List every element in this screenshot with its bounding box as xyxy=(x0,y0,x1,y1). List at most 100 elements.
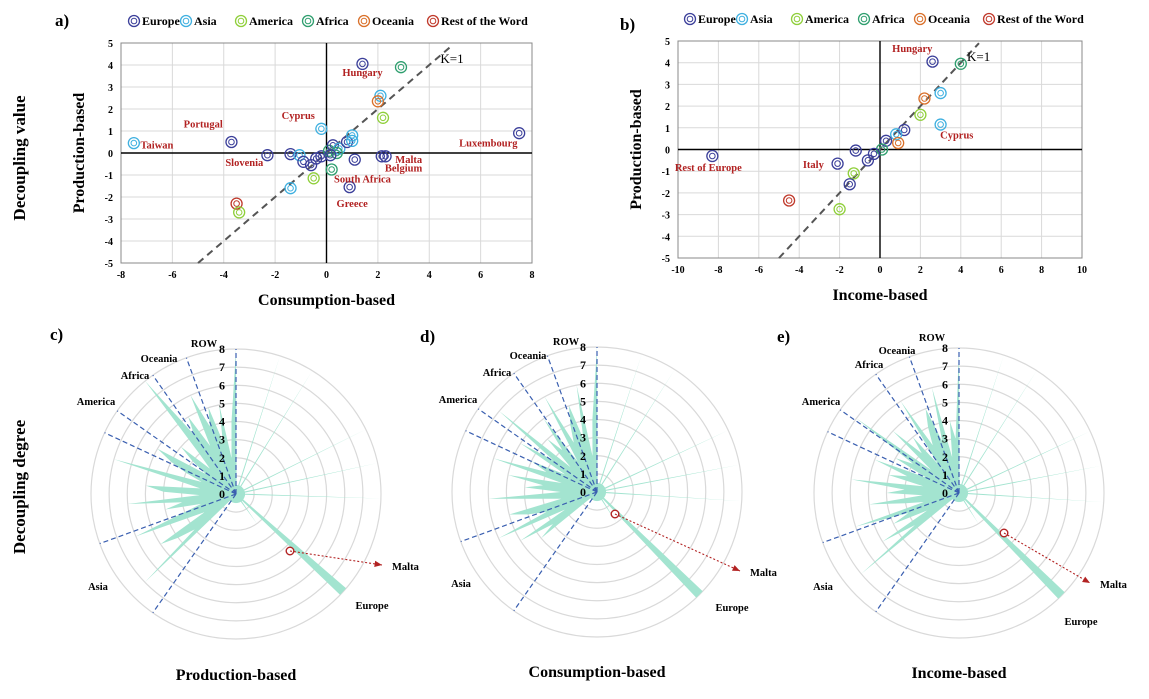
legend-label-1: Asia xyxy=(750,12,773,26)
tick-x-8: 8 xyxy=(530,270,535,281)
annotation-luxembourg: Luxembourg xyxy=(459,138,518,149)
tick-x-7: 6 xyxy=(478,270,483,281)
tick-y-2: -3 xyxy=(105,215,113,226)
data-point-9 xyxy=(262,150,273,161)
radial-tick-3: 3 xyxy=(942,432,948,446)
tick-x-7: 4 xyxy=(958,265,963,276)
radar-chart-d: 012345678ROWOceaniaAfricaAmericaAsiaEuro… xyxy=(439,337,778,681)
legend-marker-inner-4 xyxy=(917,16,923,22)
tick-y-4: -1 xyxy=(662,167,670,178)
data-point-inner-7 xyxy=(229,139,235,145)
annotation-hungary: Hungary xyxy=(892,44,933,55)
data-point-25 xyxy=(349,154,360,165)
group-label-america: America xyxy=(439,395,478,406)
data-point-inner-29 xyxy=(288,185,294,191)
data-point-inner-18 xyxy=(786,198,792,204)
radial-tick-6: 6 xyxy=(219,378,225,392)
legend-marker-inner-2 xyxy=(794,16,800,22)
data-point-inner-6 xyxy=(131,140,137,146)
data-point-inner-32 xyxy=(236,210,242,216)
x-axis-title: Income-based xyxy=(832,287,927,304)
data-point-inner-0 xyxy=(930,59,936,65)
group-label-row: ROW xyxy=(553,337,580,348)
radial-tick-7: 7 xyxy=(942,359,948,373)
legend-label-3: Africa xyxy=(872,12,905,26)
tick-y-5: 0 xyxy=(665,146,670,157)
legend-label-4: Oceania xyxy=(372,14,414,28)
legend-marker-inner-5 xyxy=(986,16,992,22)
panel-b-label: b) xyxy=(620,15,635,34)
group-label-asia: Asia xyxy=(88,582,109,593)
k1-label: K=1 xyxy=(967,49,990,64)
tick-y-3: -2 xyxy=(662,189,670,200)
legend-label-4: Oceania xyxy=(928,12,970,26)
radial-tick-1: 1 xyxy=(942,468,948,482)
legend-marker-inner-0 xyxy=(131,18,137,24)
data-point-30 xyxy=(308,173,319,184)
malta-arrow-line xyxy=(615,514,740,571)
legend-label-2: America xyxy=(249,14,293,28)
group-label-asia: Asia xyxy=(451,579,472,590)
group-label-europe: Europe xyxy=(1064,617,1097,628)
radial-tick-8: 8 xyxy=(580,340,586,354)
data-point-inner-5 xyxy=(938,122,944,128)
tick-x-3: -2 xyxy=(271,270,279,281)
legend-label-2: America xyxy=(805,12,849,26)
legend-marker-5 xyxy=(428,16,439,27)
annotation-slovenia: Slovenia xyxy=(225,158,264,169)
legend-marker-inner-1 xyxy=(183,18,189,24)
tick-y-1: -4 xyxy=(105,237,113,248)
tick-x-6: 4 xyxy=(427,270,432,281)
legend-label-3: Africa xyxy=(316,14,349,28)
radial-tick-2: 2 xyxy=(219,451,225,465)
legend-label-0: Europe xyxy=(698,12,736,26)
radial-tick-2: 2 xyxy=(942,450,948,464)
group-label-europe: Europe xyxy=(715,603,748,614)
annotation-greece: Greece xyxy=(337,199,369,210)
tick-x-0: -8 xyxy=(117,270,125,281)
data-point-inner-8 xyxy=(895,140,901,146)
data-point-7 xyxy=(226,137,237,148)
data-point-inner-10 xyxy=(288,151,294,157)
data-point-inner-0 xyxy=(360,61,366,67)
annotation-cyprus: Cyprus xyxy=(282,111,315,122)
legend-marker-2 xyxy=(236,16,247,27)
decoupling-degree-label: Decoupling degree xyxy=(10,419,29,554)
legend-marker-3 xyxy=(859,14,870,25)
malta-arrow-head xyxy=(374,561,382,567)
data-point-inner-30 xyxy=(311,176,317,182)
tick-y-0: -5 xyxy=(662,254,670,265)
tick-y-9: 4 xyxy=(665,59,670,70)
malta-label: Malta xyxy=(750,568,778,579)
group-label-africa: Africa xyxy=(855,360,884,371)
radial-tick-0: 0 xyxy=(942,486,948,500)
data-point-inner-13 xyxy=(853,148,859,154)
data-point-1 xyxy=(395,62,406,73)
group-label-africa: Africa xyxy=(483,368,512,379)
legend-label-1: Asia xyxy=(194,14,217,28)
legend-marker-inner-0 xyxy=(687,16,693,22)
radar-title: Production-based xyxy=(176,667,297,684)
legend-marker-0 xyxy=(129,16,140,27)
tick-y-6: 1 xyxy=(665,124,670,135)
data-point-inner-24 xyxy=(329,167,335,173)
panel-e-label: e) xyxy=(777,327,790,346)
y-axis-title: Production-based xyxy=(628,89,645,210)
legend-marker-2 xyxy=(792,14,803,25)
radar-title: Income-based xyxy=(911,665,1006,682)
radial-tick-3: 3 xyxy=(580,431,586,445)
data-point-9 xyxy=(881,135,892,146)
tick-x-10: 10 xyxy=(1077,265,1087,276)
tick-x-1: -8 xyxy=(714,265,722,276)
k1-label: K=1 xyxy=(440,51,463,66)
tick-y-6: 1 xyxy=(108,127,113,138)
radial-tick-4: 4 xyxy=(219,415,225,429)
malta-arrow-head xyxy=(1082,577,1090,583)
radial-tick-5: 5 xyxy=(580,394,586,408)
tick-x-3: -4 xyxy=(795,265,803,276)
annotation-south-africa: South Africa xyxy=(334,175,392,186)
